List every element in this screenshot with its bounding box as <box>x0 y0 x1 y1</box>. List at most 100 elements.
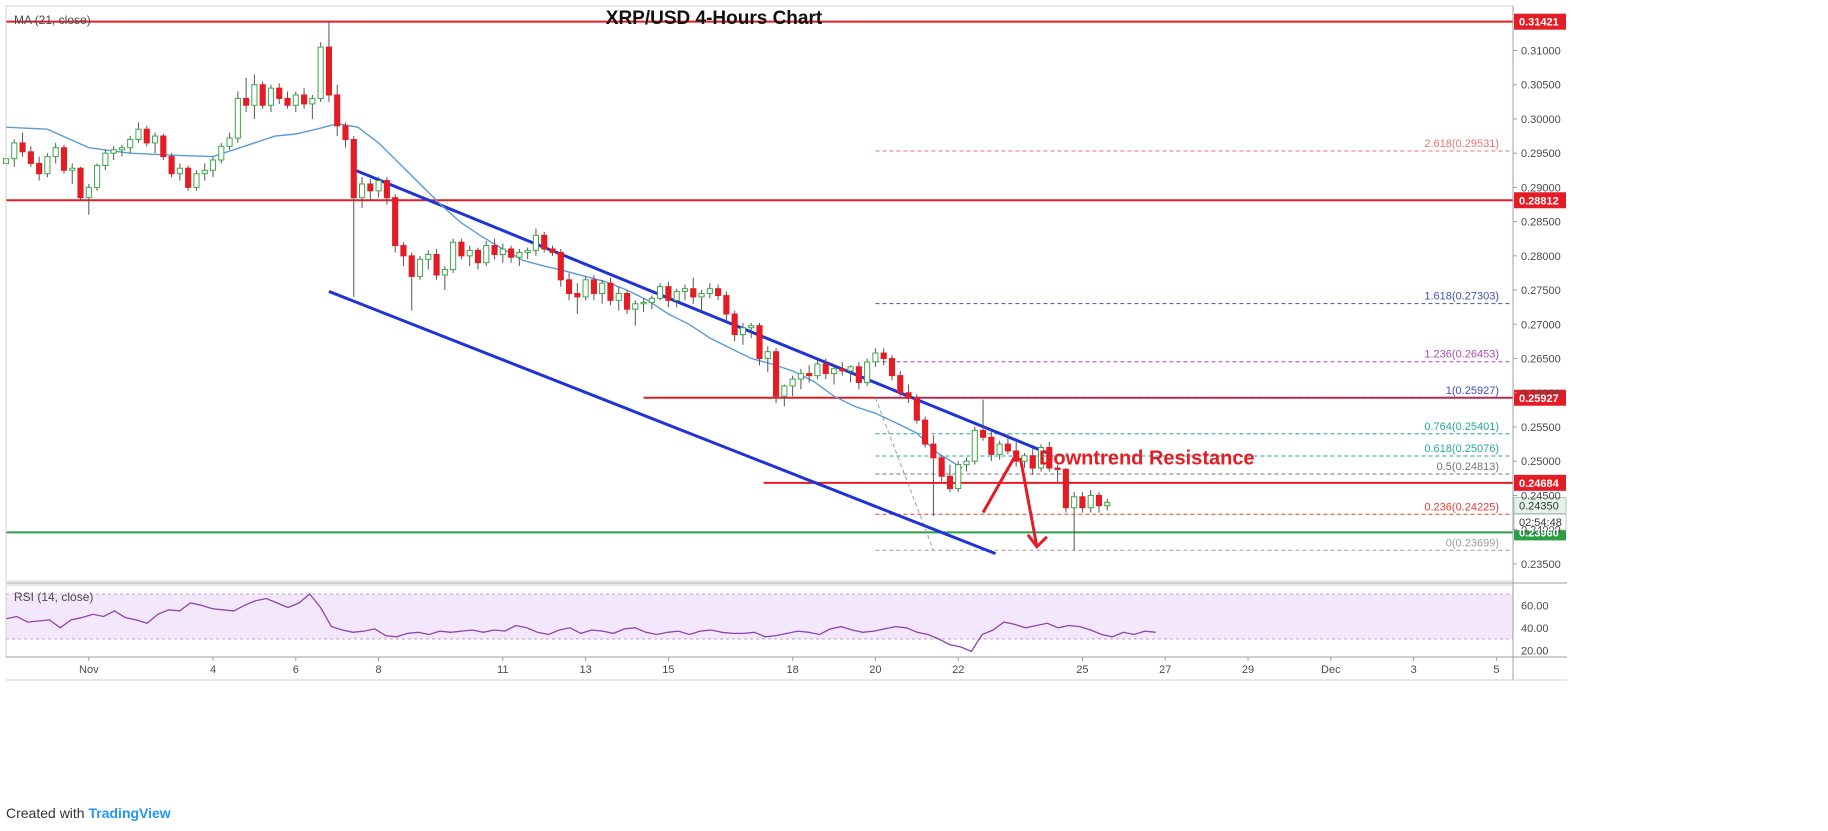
downtrend-resistance-annotation: Downtrend Resistance <box>1039 448 1255 470</box>
candle-body <box>226 137 233 147</box>
candle-body <box>284 97 291 106</box>
candle-body <box>251 84 258 106</box>
price-level-tag <box>1514 192 1566 209</box>
candle-body <box>971 429 978 462</box>
rsi-tick-label: 40.00 <box>1521 623 1549 635</box>
fib-level-label: 0.5(0.24813) <box>1437 461 1499 473</box>
candle-body <box>27 151 34 164</box>
candle-body <box>541 234 548 250</box>
price-level-tag <box>1514 474 1566 491</box>
fib-level-label: 1.618(0.27303) <box>1424 291 1499 303</box>
rsi-tick-label: 20.00 <box>1521 645 1549 657</box>
candle-body <box>715 288 722 297</box>
candle-body <box>806 373 813 377</box>
fib-level-label: 0(0.23699) <box>1446 537 1499 549</box>
candle-body <box>922 419 929 445</box>
candle-body <box>325 46 332 96</box>
candle-body <box>590 279 597 294</box>
x-tick-label: 25 <box>1076 664 1088 676</box>
tradingview-logo[interactable]: TradingView <box>88 805 171 821</box>
candle-body <box>1013 450 1020 462</box>
y-tick-label: 0.26000 <box>1521 388 1561 400</box>
rsi-band <box>6 594 1513 639</box>
fib-level-label: 0.236(0.24225) <box>1424 501 1499 513</box>
candle-body <box>723 295 730 315</box>
candle-body <box>19 142 26 153</box>
ma-line <box>5 122 963 469</box>
fib-level-label: 0.618(0.25076) <box>1424 443 1499 455</box>
candle-body <box>400 245 407 257</box>
price-tag-box <box>1513 513 1567 531</box>
candle-body <box>350 138 357 199</box>
candle-body <box>1104 501 1111 507</box>
candle-body <box>979 429 987 438</box>
candle-body <box>127 138 134 149</box>
candle-body <box>301 94 308 105</box>
candle-body <box>1037 447 1045 469</box>
candle-body <box>1071 496 1078 509</box>
candle-body <box>94 164 101 188</box>
y-tick-label: 0.31000 <box>1521 45 1561 57</box>
candle-body <box>913 397 920 421</box>
candle-body <box>135 128 142 140</box>
candle-body <box>657 286 664 299</box>
candle-body <box>1079 496 1086 509</box>
candle-body <box>532 234 540 251</box>
candle-body <box>334 94 341 127</box>
x-tick-label: 22 <box>952 664 964 676</box>
candle-body <box>681 288 689 292</box>
candle-body <box>466 249 473 257</box>
candle-body <box>201 169 208 175</box>
footer-created-with: Created with <box>6 805 85 821</box>
price-level-tag <box>1514 389 1566 406</box>
y-tick-label: 0.26500 <box>1521 354 1561 366</box>
x-tick-label: 5 <box>1493 664 1499 676</box>
candle-body <box>69 167 76 171</box>
y-tick-label: 0.29500 <box>1521 148 1561 160</box>
price-level-tag <box>1514 13 1566 30</box>
candle-body <box>358 183 366 199</box>
candle-body <box>209 159 217 171</box>
candle-body <box>425 253 432 260</box>
footer-credit: Created with TradingView <box>6 805 171 821</box>
candle-body <box>698 293 705 298</box>
price-level-label: 0.23960 <box>1519 527 1559 539</box>
candle-body <box>143 128 150 144</box>
candle-body <box>574 293 581 298</box>
fib-level-label: 2.618(0.29531) <box>1424 138 1499 150</box>
fib-level-label: 1.236(0.26453) <box>1424 349 1499 361</box>
candle-body <box>897 375 904 394</box>
x-tick-label: 15 <box>662 664 674 676</box>
candle-body <box>85 186 92 199</box>
candle-body <box>1004 443 1011 452</box>
y-tick-label: 0.25000 <box>1521 456 1561 468</box>
y-tick-label: 0.30500 <box>1521 80 1561 92</box>
candle-body <box>458 241 465 257</box>
candle-body <box>888 358 896 377</box>
candle-body <box>880 352 887 360</box>
candle-body <box>160 135 167 158</box>
fib-level-label: 0.764(0.25401) <box>1424 421 1499 433</box>
candle-body <box>474 249 482 264</box>
candle-body <box>582 279 589 298</box>
candle-body <box>905 392 912 399</box>
price-tag-label: 0.24350 <box>1519 501 1559 513</box>
candle-body <box>77 167 84 199</box>
candle-body <box>665 286 672 301</box>
candle-body <box>797 373 804 380</box>
candle-body <box>855 366 862 383</box>
candle-body <box>938 457 945 477</box>
candle-body <box>607 282 614 301</box>
candle-body <box>292 94 299 106</box>
candle-body <box>557 251 564 281</box>
candle-body <box>367 183 374 192</box>
y-tick-label: 0.28000 <box>1521 251 1561 263</box>
y-tick-label: 0.23500 <box>1521 559 1561 571</box>
candle-body <box>789 378 796 387</box>
projection-arrow-down <box>1018 457 1039 548</box>
candle-body <box>416 258 424 277</box>
candle-body <box>317 46 324 99</box>
projection-arrow-head <box>1026 533 1048 550</box>
candle-body <box>872 352 879 363</box>
candle-body <box>748 325 755 329</box>
